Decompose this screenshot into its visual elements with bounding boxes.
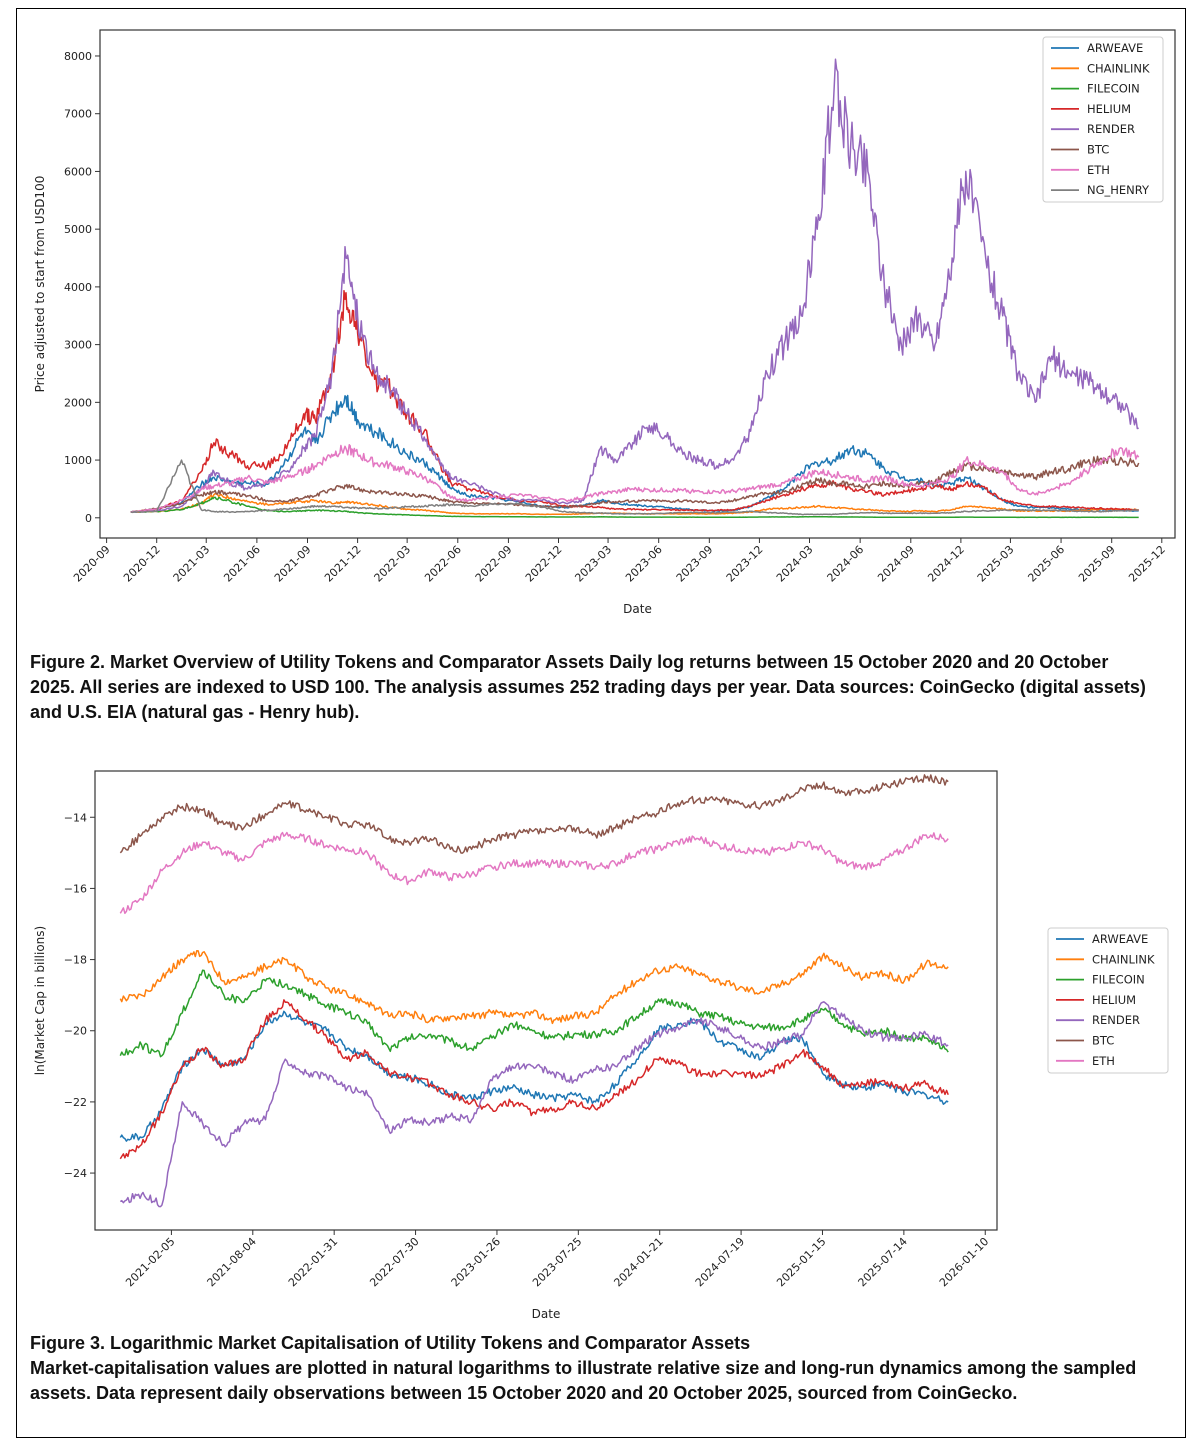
y-tick-label: 1000 <box>64 454 92 467</box>
x-tick-label: 2022-09 <box>473 543 515 585</box>
legend-label: ARWEAVE <box>1087 41 1143 55</box>
x-tick-label: 2024-07-19 <box>693 1235 747 1289</box>
x-tick-label: 2024-03 <box>774 543 816 585</box>
x-tick-label: 2022-12 <box>523 543 565 585</box>
x-tick-label: 2021-02-05 <box>123 1235 177 1289</box>
x-tick-label: 2025-09 <box>1076 543 1118 585</box>
series-line-btc <box>130 455 1140 513</box>
x-tick-label: 2023-03 <box>572 543 614 585</box>
chart-price-indexed: 0 1000 2000 3000 4000 5000 6000 7000 8000 2020-09… <box>33 29 1176 616</box>
x-tick-label: 2022-07-30 <box>367 1235 421 1289</box>
x-tick-label: 2020-09 <box>71 543 113 585</box>
series-line-render <box>130 58 1139 513</box>
series-line-helium <box>119 999 949 1160</box>
x-tick-label: 2021-08-04 <box>205 1235 259 1289</box>
x-tick-label: 2021-09 <box>272 543 314 585</box>
series-line-render <box>119 1001 949 1208</box>
x-tick-label: 2024-06 <box>825 543 867 585</box>
chart-log-market-cap: −14 −16 −18 −20 −22 −24 2021-02-05 2021-08-04 20… <box>33 770 1169 1321</box>
legend-box <box>1047 927 1169 1074</box>
series-line-eth <box>119 831 949 915</box>
figure-frame <box>16 8 1186 1438</box>
legend-box <box>1042 36 1164 203</box>
x-axis-label: Date <box>623 602 652 616</box>
series-line-chainlink <box>119 949 949 1025</box>
y-tick-label: 7000 <box>64 108 92 121</box>
y-tick-label: 4000 <box>64 281 92 294</box>
x-tick-label: 2022-06 <box>422 543 464 585</box>
x-tick-label: 2022-01-31 <box>286 1235 340 1289</box>
legend-label: BTC <box>1092 1034 1114 1048</box>
legend-label: NG_HENRY <box>1087 183 1150 197</box>
x-tick-label: 2021-12 <box>322 543 364 585</box>
y-tick-label: −24 <box>64 1167 87 1180</box>
x-tick-label: 2025-06 <box>1025 543 1067 585</box>
y-tick-label: 0 <box>85 512 92 525</box>
y-tick-label: −18 <box>64 954 87 967</box>
series-line-btc <box>119 774 949 854</box>
x-tick-label: 2024-12 <box>925 543 967 585</box>
x-tick-label: 2025-07-14 <box>856 1235 910 1289</box>
legend-label: BTC <box>1087 143 1109 157</box>
series-line-filecoin <box>130 496 1139 519</box>
legend-label: ETH <box>1087 163 1110 177</box>
legend-label: RENDER <box>1092 1013 1140 1027</box>
series-line-arweave <box>130 394 1139 513</box>
y-tick-label: −14 <box>64 811 87 824</box>
legend-label: FILECOIN <box>1087 82 1140 96</box>
figure-3-caption-title: Figure 3. Logarithmic Market Capitalisat… <box>30 1333 751 1353</box>
series-line-filecoin <box>119 969 949 1058</box>
y-tick-label: −16 <box>64 882 87 895</box>
series-line-ng_henry <box>130 459 1139 516</box>
x-tick-label: 2024-09 <box>875 543 917 585</box>
x-tick-label: 2023-07-25 <box>530 1235 584 1289</box>
series-line-arweave <box>119 1010 949 1142</box>
series-line-helium <box>130 289 1139 513</box>
y-axis-label: ln(Market Cap in billions) <box>33 926 47 1075</box>
y-tick-label: 6000 <box>64 165 92 178</box>
x-tick-label: 2020-12 <box>121 543 163 585</box>
y-tick-label: 8000 <box>64 50 92 63</box>
x-tick-label: 2025-03 <box>975 543 1017 585</box>
x-tick-label: 2025-01-15 <box>774 1235 828 1289</box>
legend-label: ARWEAVE <box>1092 932 1148 946</box>
legend-label: CHAINLINK <box>1087 61 1150 75</box>
x-tick-label: 2023-06 <box>623 543 665 585</box>
x-tick-label: 2025-12 <box>1126 543 1168 585</box>
y-tick-label: −20 <box>64 1025 87 1038</box>
legend-label: FILECOIN <box>1092 973 1145 987</box>
x-tick-label: 2021-03 <box>171 543 213 585</box>
legend-label: ETH <box>1092 1054 1115 1068</box>
x-tick-label: 2024-01-21 <box>611 1235 665 1289</box>
legend-label: RENDER <box>1087 122 1135 136</box>
plot-area-frame <box>94 770 998 1231</box>
y-tick-label: −22 <box>64 1096 87 1109</box>
x-tick-label: 2026-01-10 <box>937 1235 991 1289</box>
y-tick-label: 2000 <box>64 396 92 409</box>
plot-area-frame <box>99 29 1176 539</box>
legend-label: CHAINLINK <box>1092 952 1155 966</box>
legend-label: HELIUM <box>1087 102 1131 116</box>
y-tick-label: 5000 <box>64 223 92 236</box>
x-tick-label: 2022-03 <box>372 543 414 585</box>
x-tick-label: 2023-09 <box>674 543 716 585</box>
figure-3-caption-body: Market-capitalisation values are plotted… <box>30 1358 1137 1403</box>
legend-label: HELIUM <box>1092 993 1136 1007</box>
y-tick-label: 3000 <box>64 339 92 352</box>
x-tick-label: 2021-06 <box>221 543 263 585</box>
x-tick-label: 2023-12 <box>724 543 766 585</box>
y-axis-label: Price adjusted to start from USD100 <box>33 176 47 393</box>
x-tick-label: 2023-01-26 <box>449 1235 503 1289</box>
series-line-eth <box>130 444 1140 513</box>
figure-3-caption: Figure 3. Logarithmic Market Capitalisat… <box>30 1331 1160 1406</box>
figure-2-caption: Figure 2. Market Overview of Utility Tok… <box>30 652 1146 722</box>
x-axis-label: Date <box>532 1307 561 1321</box>
